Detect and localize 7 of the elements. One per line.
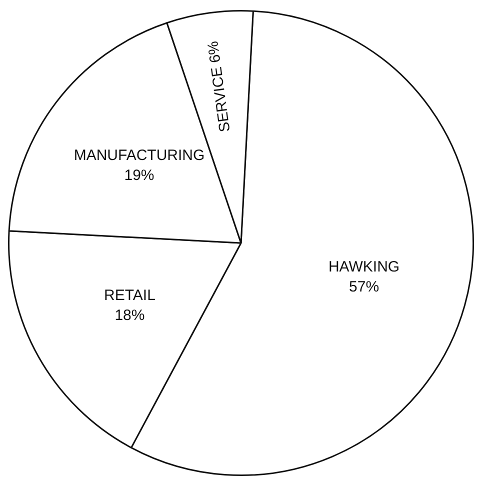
data-label: 57% <box>349 278 380 296</box>
data-label: 19% <box>124 166 154 184</box>
slice-label: SERVICE 6% <box>204 40 234 134</box>
slice-label: HAWKING <box>328 258 400 276</box>
slice-label: MANUFACTURING <box>74 146 205 164</box>
data-label: 18% <box>114 306 145 324</box>
slice-label: RETAIL <box>104 286 156 304</box>
